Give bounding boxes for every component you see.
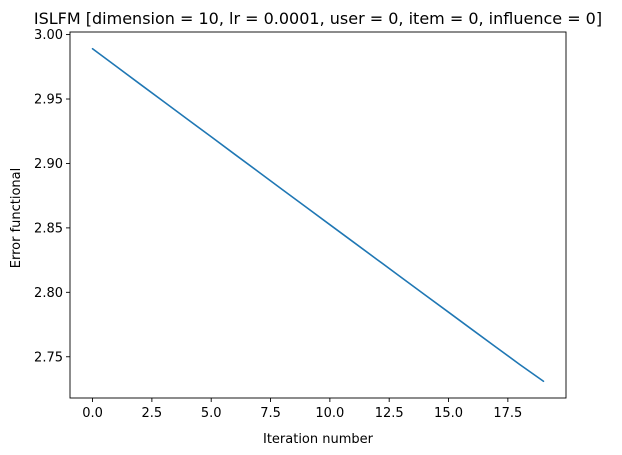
series-layer	[91, 47, 545, 383]
x-tick-label: 7.5	[260, 406, 281, 421]
x-axis: 0.0 2.5 5.0 7.5 10.0 12.5 15.0 17.5	[82, 398, 522, 421]
x-tick-label: 15.0	[434, 406, 463, 421]
y-tick-label: 2.90	[34, 157, 63, 172]
y-axis: 2.75 2.80 2.85 2.90 2.95 3.00	[34, 28, 70, 365]
y-tick-label: 3.00	[34, 28, 63, 43]
series-line-0	[91, 47, 545, 383]
x-tick-label: 12.5	[375, 406, 404, 421]
chart-title: ISLFM [dimension = 10, lr = 0.0001, user…	[34, 9, 602, 28]
y-tick-label: 2.85	[34, 221, 63, 236]
y-tick-label: 2.80	[34, 286, 63, 301]
x-tick-label: 5.0	[201, 406, 222, 421]
x-tick-label: 0.0	[82, 406, 103, 421]
y-tick-label: 2.75	[34, 350, 63, 365]
x-tick-label: 10.0	[315, 406, 344, 421]
x-tick-label: 2.5	[142, 406, 163, 421]
x-axis-label: Iteration number	[263, 432, 374, 447]
y-axis-label: Error functional	[9, 168, 24, 269]
x-tick-label: 17.5	[493, 406, 522, 421]
y-tick-label: 2.95	[34, 93, 63, 108]
